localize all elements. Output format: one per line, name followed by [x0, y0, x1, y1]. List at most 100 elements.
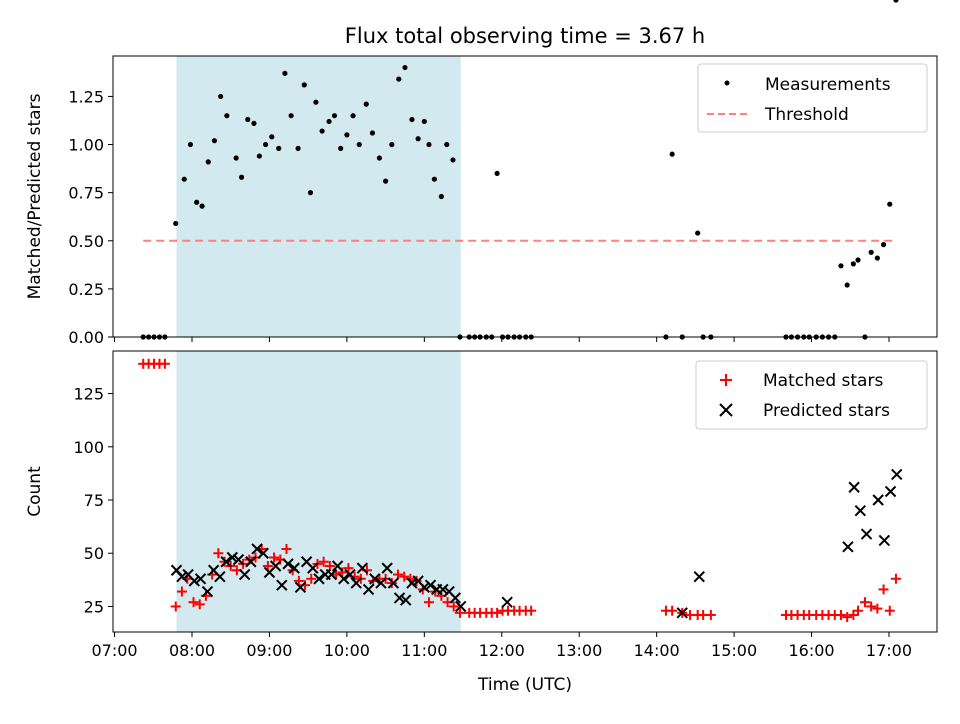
- predicted-point-b: [300, 556, 313, 568]
- measurement-point: [307, 190, 314, 196]
- matched-point: [176, 586, 187, 597]
- predicted-point: [331, 560, 344, 572]
- predicted-point: [381, 562, 393, 574]
- measurement-point: [211, 138, 218, 144]
- predicted-point-b: [182, 568, 194, 581]
- predicted-point-b: [356, 562, 369, 574]
- predicted-point: [437, 583, 449, 596]
- predicted-point-b: [238, 568, 251, 581]
- predicted-point: [854, 504, 867, 517]
- predicted-point-b: [418, 581, 431, 594]
- predicted-point-b: [501, 596, 513, 608]
- measurement-point: [288, 113, 294, 119]
- top-y-tick-label-2: 0.50: [68, 232, 104, 251]
- bottom-legend: Matched stars Predicted stars: [695, 360, 928, 430]
- measurement-point: [383, 178, 389, 184]
- top-legend-box: [697, 63, 928, 133]
- x-tick-label-6: 13:00: [556, 641, 602, 660]
- predicted-legend-label: Predicted stars: [763, 401, 890, 421]
- measurement-point: [396, 76, 402, 82]
- predicted-point: [393, 592, 406, 604]
- predicted-point: [362, 583, 375, 596]
- measurement-point: [251, 120, 257, 126]
- measurement-point: [269, 134, 275, 140]
- top-y-ticks: 0.00 0.25 0.50 0.75 1.00 1.25: [68, 87, 113, 347]
- measurement-point: [245, 116, 251, 123]
- x-tick-label-0: 07:00: [91, 641, 137, 660]
- predicted-point: [307, 562, 319, 574]
- predicted-point-b: [860, 528, 873, 540]
- predicted-point-b: [412, 575, 424, 587]
- measurement-point: [187, 141, 194, 148]
- matched-point: [262, 561, 273, 572]
- predicted-point: [325, 568, 338, 581]
- top-y-tick-label-0: 0.00: [68, 328, 104, 347]
- predicted-point-b: [393, 592, 406, 604]
- predicted-point-b: [338, 573, 350, 585]
- measurement-point: [199, 203, 205, 209]
- measurement-point: [194, 199, 200, 205]
- observing-window-shade-top: [176, 56, 461, 337]
- predicted-point-b: [362, 583, 375, 596]
- top-panel-frame: [112, 55, 938, 338]
- measurement-point: [338, 145, 344, 151]
- predicted-point: [424, 579, 437, 591]
- predicted-point-b: [878, 534, 891, 547]
- predicted-point: [344, 568, 356, 581]
- predicted-point-b: [676, 607, 688, 619]
- predicted-point-b: [176, 570, 188, 583]
- predicted-point-b: [288, 562, 300, 574]
- predicted-point-b: [693, 570, 705, 583]
- measurement-point: [256, 153, 262, 159]
- predicted-point: [201, 585, 214, 598]
- bot-y-tick-label-1: 50: [84, 544, 104, 563]
- x-tick-label-4: 11:00: [401, 641, 447, 660]
- measurement-point: [301, 82, 307, 88]
- predicted-point: [276, 579, 288, 591]
- predicted-point-b: [282, 558, 294, 570]
- predicted-point: [188, 575, 201, 587]
- x-tick-label-2: 09:00: [246, 641, 292, 660]
- matched-point: [318, 556, 329, 567]
- measurement-point: [356, 141, 362, 148]
- predicted-point-b: [848, 481, 860, 493]
- matched-point: [667, 605, 678, 616]
- predicted-point-b: [437, 583, 449, 596]
- matched-point: [159, 358, 170, 369]
- measurement-point: [838, 263, 844, 269]
- measurement-point: [415, 136, 421, 142]
- predicted-point: [860, 528, 873, 540]
- x-tick-label-10: 17:00: [866, 641, 912, 660]
- measurement-point: [887, 201, 893, 207]
- predicted-point-b: [276, 579, 288, 591]
- predicted-point: [872, 494, 884, 506]
- measurement-point: [874, 255, 880, 261]
- matched-point: [890, 573, 901, 584]
- x-tick-label-3: 10:00: [324, 641, 370, 660]
- matched-point: [859, 597, 870, 608]
- measurement-point: [376, 155, 383, 161]
- bot-y-tick-label-2: 75: [84, 491, 104, 510]
- measurement-point: [421, 118, 427, 125]
- predicted-point: [400, 594, 412, 606]
- chart-title: Flux total observing time = 3.67 h: [345, 24, 705, 48]
- measurement-point: [850, 261, 856, 267]
- measurement-point: [331, 113, 338, 119]
- matched-point: [878, 584, 889, 595]
- predicted-point: [176, 570, 188, 583]
- predicted-point-b: [449, 592, 462, 604]
- top-y-axis-label: Matched/Predicted stars: [25, 93, 45, 299]
- predicted-point: [418, 581, 431, 594]
- matched-point: [866, 601, 877, 612]
- top-y-tick-label-5: 1.25: [68, 87, 104, 106]
- measurement-point: [276, 145, 282, 151]
- predicted-legend-marker-b: [719, 403, 733, 417]
- matched-point: [293, 575, 304, 586]
- measurement-point: [695, 230, 701, 236]
- matched-point: [386, 578, 397, 589]
- measurement-point: [205, 159, 211, 165]
- predicted-point: [194, 573, 207, 585]
- predicted-point-b: [443, 585, 455, 598]
- top-y-tick-label-3: 0.75: [68, 184, 104, 203]
- bottom-y-axis-label: Count: [25, 466, 45, 517]
